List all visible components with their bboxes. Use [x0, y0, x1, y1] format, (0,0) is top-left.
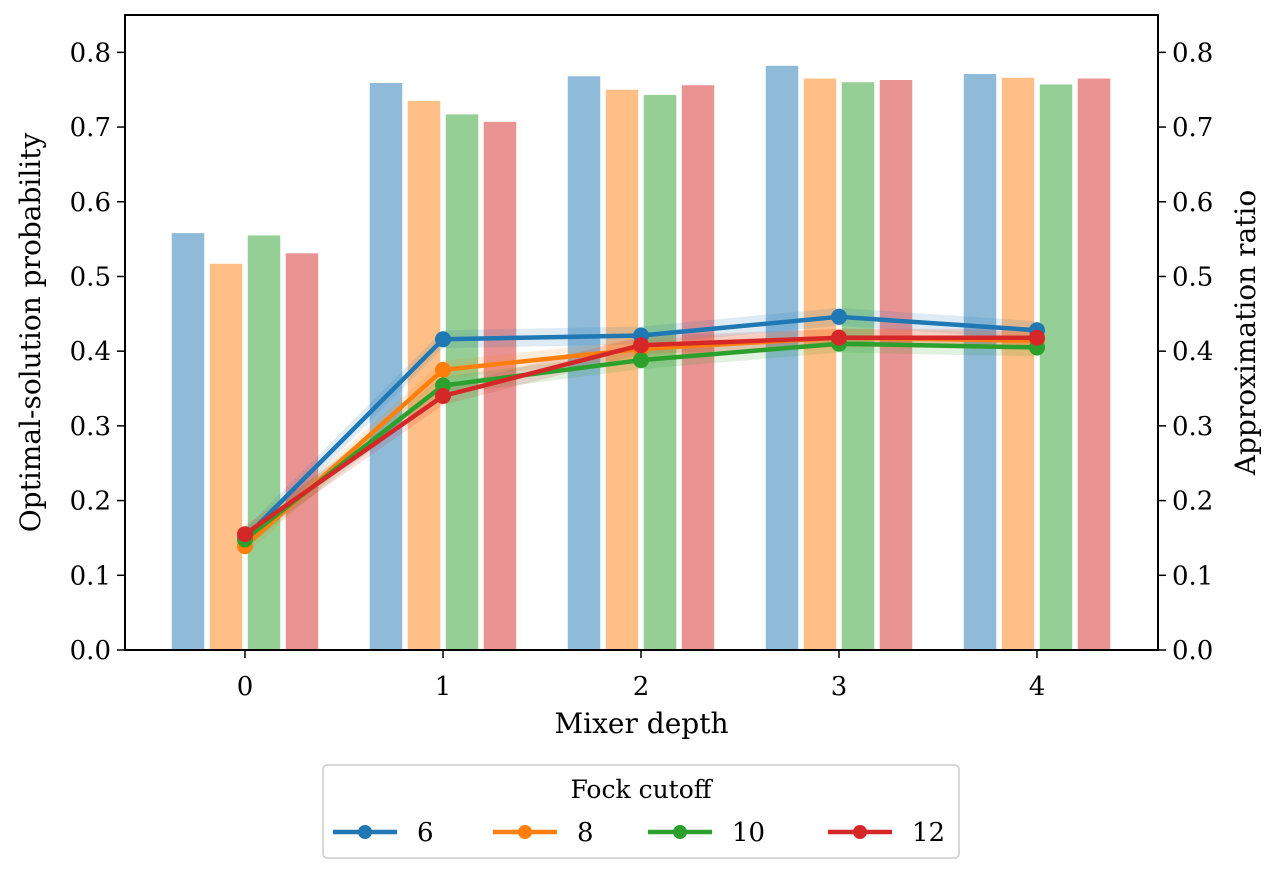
y-left-tick-label: 0.4 — [70, 337, 111, 367]
bar-series-12-depth-2 — [680, 83, 716, 651]
point-series-10-depth-2 — [633, 352, 649, 369]
x-tick-label: 2 — [633, 672, 650, 702]
bar-series-10-depth-3 — [840, 80, 876, 651]
point-series-12-depth-3 — [831, 329, 847, 346]
bar-series-6-depth-4 — [962, 72, 998, 651]
bar-series-8-depth-3 — [802, 77, 838, 651]
y-left-tick-label: 0.5 — [70, 262, 111, 292]
band-series-6 — [245, 307, 1037, 547]
point-series-12-depth-2 — [633, 337, 649, 354]
y-right-tick-label: 0.0 — [1172, 636, 1213, 666]
axes-group: 0.0 0.0 0.1 0.1 0.2 0.2 0.3 0.3 0.4 0.4 0.5 0.5 0.6 0… — [70, 38, 1214, 702]
x-tick-label: 0 — [237, 672, 254, 702]
bar-group — [170, 64, 1112, 651]
point-series-12-depth-0 — [237, 526, 253, 543]
y-right-tick-label: 0.6 — [1172, 188, 1213, 218]
y-right-tick-label: 0.5 — [1172, 262, 1213, 292]
bar-series-8-depth-2 — [604, 88, 640, 651]
x-tick-label: 3 — [831, 672, 848, 702]
legend-label-8: 8 — [577, 818, 594, 848]
y-left-tick-label: 0.2 — [70, 487, 111, 517]
y-left-tick-label: 0.6 — [70, 188, 111, 218]
legend-title: Fock cutoff — [570, 775, 713, 804]
point-series-6-depth-1 — [435, 331, 451, 348]
y-axis-left-label: Optimal-solution probability — [14, 133, 47, 533]
y-right-tick-label: 0.8 — [1172, 38, 1213, 68]
bar-series-12-depth-4 — [1076, 77, 1112, 651]
point-series-6-depth-3 — [831, 308, 847, 325]
legend: Fock cutoff 6 8 10 12 — [322, 764, 960, 859]
y-left-tick-label: 0.7 — [70, 113, 111, 143]
y-axis-right-label: Approximation ratio — [1229, 190, 1262, 476]
bar-series-8-depth-4 — [1000, 76, 1036, 651]
y-right-tick-label: 0.7 — [1172, 113, 1213, 143]
point-series-12-depth-4 — [1029, 329, 1045, 346]
legend-marker-8 — [518, 825, 532, 839]
point-series-12-depth-1 — [435, 388, 451, 404]
bar-series-10-depth-4 — [1038, 82, 1074, 651]
bar-series-10-depth-0 — [246, 233, 282, 651]
bar-series-6-depth-0 — [170, 231, 206, 651]
y-right-tick-label: 0.1 — [1172, 561, 1213, 591]
legend-label-10: 10 — [732, 818, 765, 848]
bar-series-6-depth-1 — [368, 81, 404, 651]
line-group — [237, 308, 1045, 555]
y-left-tick-label: 0.0 — [70, 636, 111, 666]
y-right-tick-label: 0.4 — [1172, 337, 1213, 367]
legend-marker-12 — [853, 825, 867, 839]
legend-marker-6 — [358, 825, 372, 839]
bar-series-12-depth-3 — [878, 78, 914, 651]
y-right-tick-label: 0.2 — [1172, 487, 1213, 517]
bar-series-6-depth-3 — [764, 64, 800, 651]
legend-frame — [322, 764, 960, 859]
legend-label-6: 6 — [417, 818, 434, 848]
bar-series-8-depth-0 — [208, 262, 244, 651]
legend-items: 6 8 10 12 — [333, 818, 945, 848]
bar-series-12-depth-0 — [284, 251, 320, 651]
y-left-tick-label: 0.8 — [70, 38, 111, 68]
y-left-tick-label: 0.3 — [70, 412, 111, 442]
x-tick-label: 1 — [435, 672, 452, 702]
legend-marker-10 — [673, 825, 687, 839]
point-series-8-depth-1 — [435, 361, 451, 378]
bar-series-10-depth-2 — [642, 93, 678, 651]
y-left-tick-label: 0.1 — [70, 561, 111, 591]
y-right-tick-label: 0.3 — [1172, 412, 1213, 442]
legend-label-12: 12 — [912, 818, 945, 848]
x-tick-label: 4 — [1029, 672, 1046, 702]
x-axis-label: Mixer depth — [555, 707, 729, 740]
